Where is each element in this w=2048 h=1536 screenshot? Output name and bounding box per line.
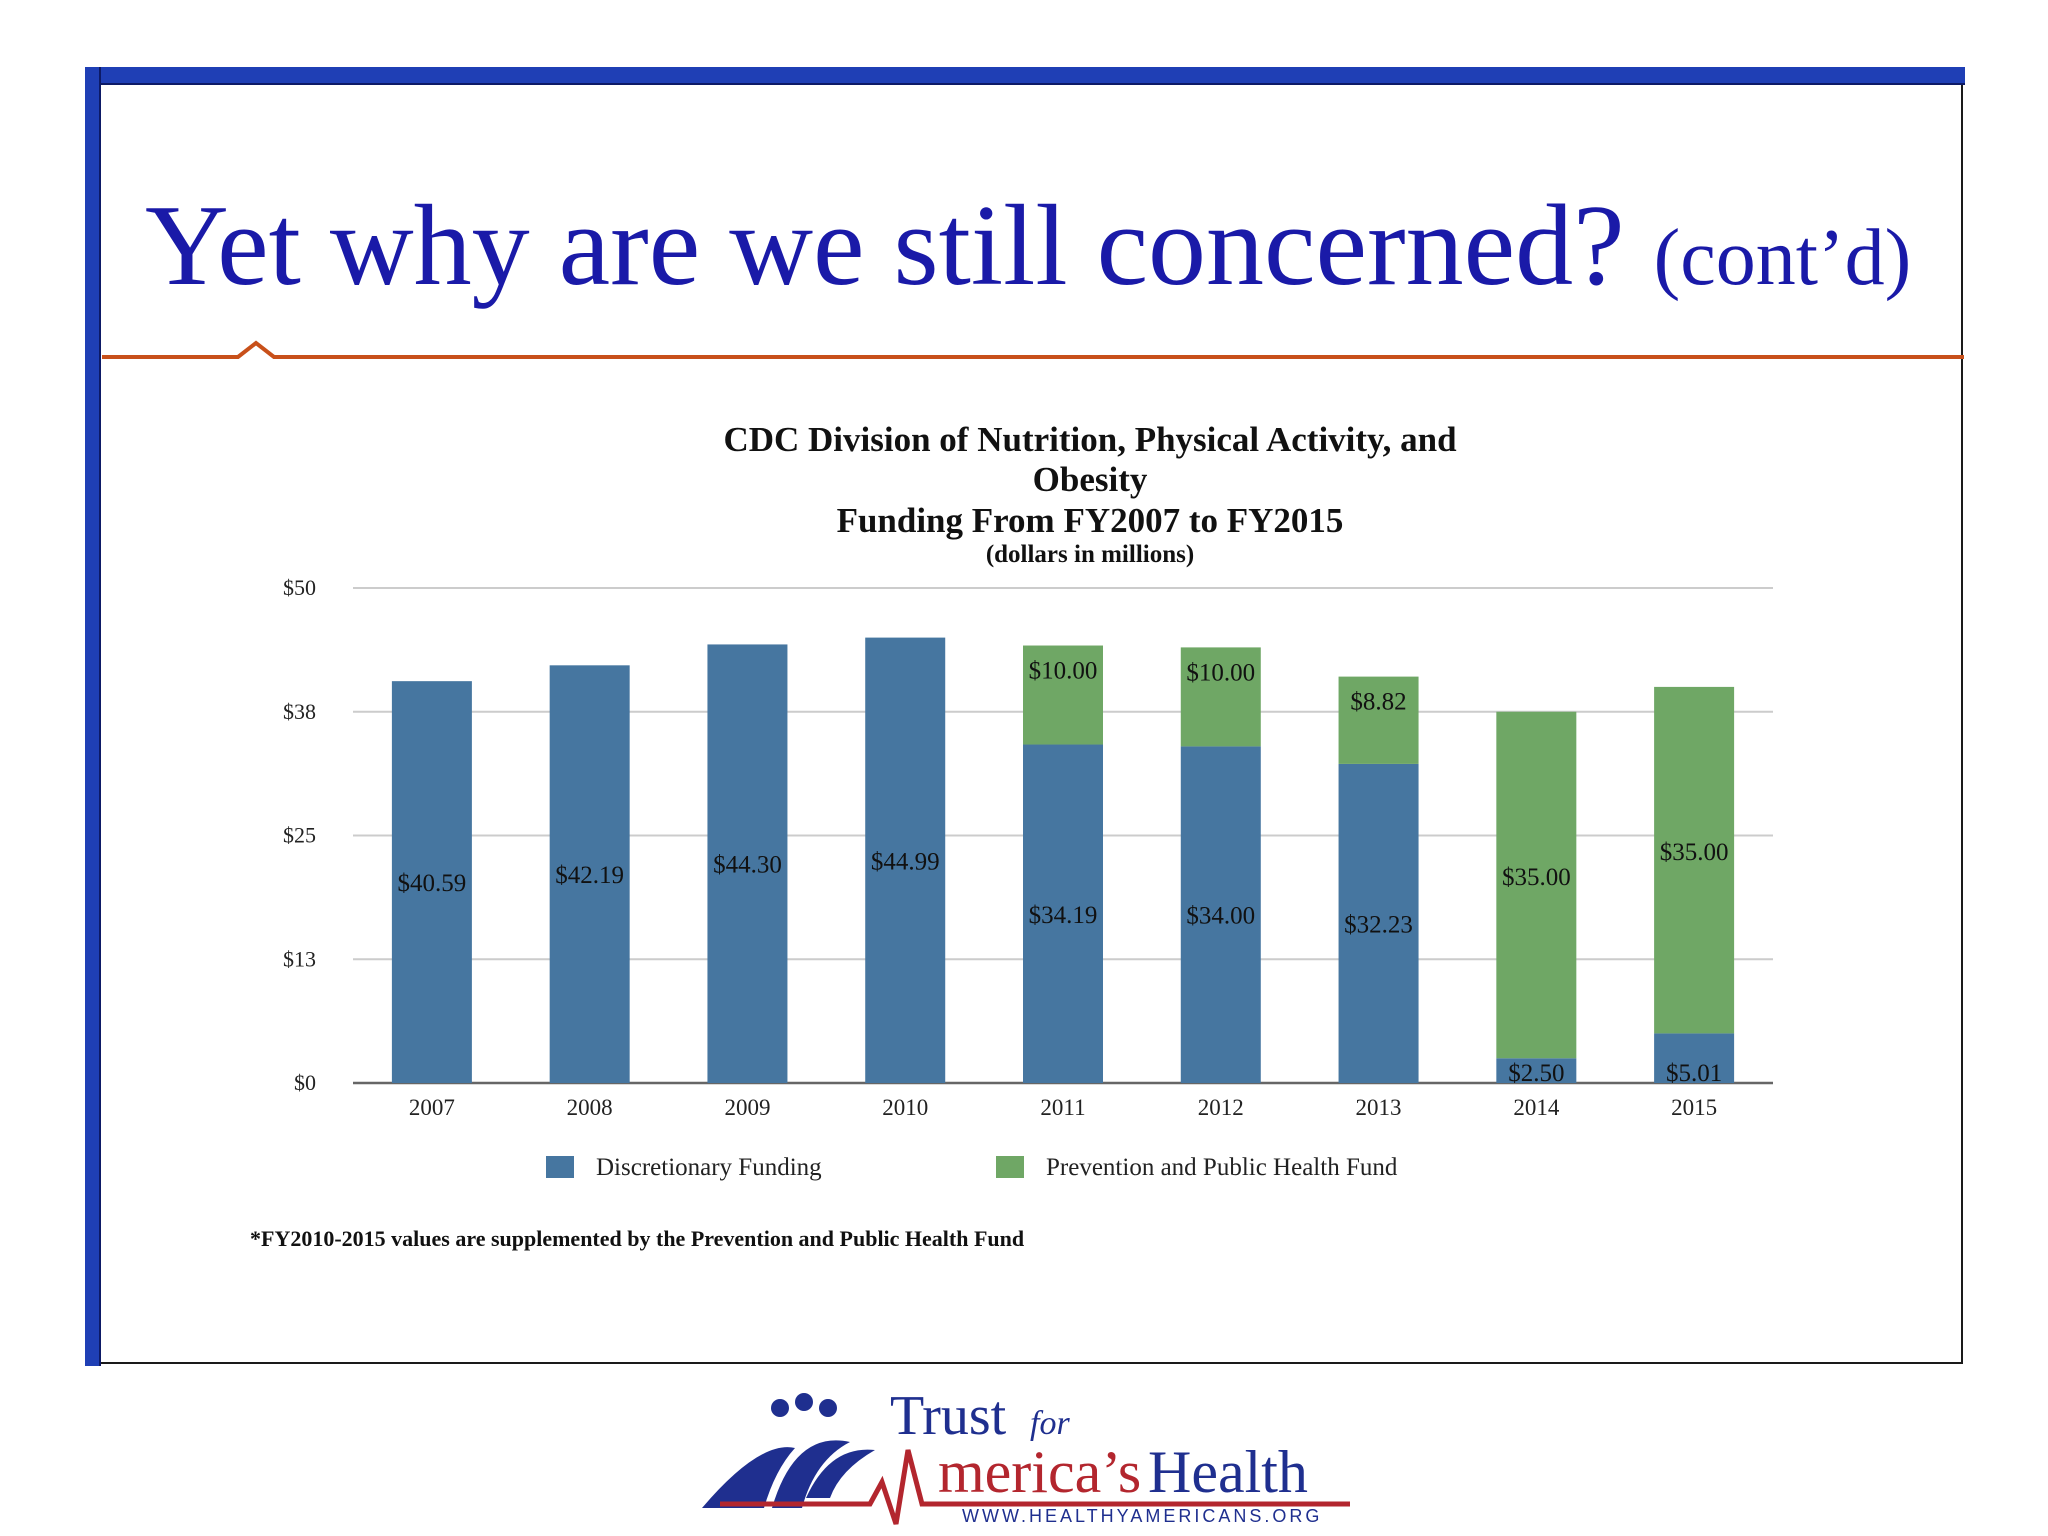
chart-subtitle: (dollars in millions) [985, 541, 1195, 568]
data-label-discretionary: $44.99 [871, 848, 940, 875]
y-tick-label: $0 [294, 1070, 316, 1095]
x-tick-label: 2011 [1040, 1095, 1085, 1120]
chart-title-line-1: CDC Division of Nutrition, Physical Acti… [723, 420, 1457, 459]
chart-footnote: *FY2010-2015 values are supplemented by … [250, 1226, 1025, 1251]
bar-prevention-2011 [1023, 645, 1103, 745]
data-label-discretionary: $2.50 [1508, 1060, 1564, 1087]
data-label-prevention: $35.00 [1502, 864, 1571, 891]
logo-text-health: Health [1148, 1439, 1308, 1505]
chart-title-line-2: Obesity [1032, 460, 1148, 499]
chart-title-line-3: Funding From FY2007 to FY2015 [836, 501, 1344, 540]
data-label-discretionary: $34.00 [1186, 903, 1255, 930]
legend-label-discretionary: Discretionary Funding [596, 1154, 822, 1181]
logo-text-trust: Trust [890, 1390, 1007, 1447]
bar-prevention-2013 [1338, 676, 1419, 764]
x-tick-label: 2009 [724, 1095, 770, 1120]
data-label-discretionary: $32.23 [1344, 911, 1413, 938]
data-label-discretionary: $34.19 [1029, 902, 1098, 929]
data-label-discretionary: $44.30 [713, 852, 782, 879]
logo-text-america: merica’s [938, 1439, 1141, 1505]
bar-discretionary-2007 [391, 681, 472, 1083]
slide-top-bar [85, 67, 1965, 85]
logo-heartbeat-line [720, 1449, 1350, 1525]
slide-title-suffix: (cont’d) [1653, 214, 1912, 302]
data-label-prevention: $10.00 [1186, 659, 1255, 686]
logo-people-icon [702, 1393, 875, 1508]
data-label-discretionary: $42.19 [555, 862, 624, 889]
data-label-prevention: $10.00 [1029, 658, 1098, 685]
x-tick-label: 2010 [882, 1095, 928, 1120]
slide-left-bar [85, 67, 101, 1366]
data-label-discretionary: $5.01 [1666, 1060, 1722, 1087]
data-label-prevention: $8.82 [1350, 689, 1406, 716]
y-tick-label: $50 [283, 575, 316, 600]
bar-discretionary-2015 [1654, 1033, 1735, 1083]
x-tick-label: 2008 [567, 1095, 613, 1120]
legend-swatch-prevention [996, 1156, 1024, 1178]
y-tick-label: $38 [283, 699, 316, 724]
legend-label-prevention: Prevention and Public Health Fund [1046, 1154, 1398, 1181]
bar-discretionary-2013 [1338, 763, 1419, 1083]
bar-discretionary-2014 [1496, 1058, 1577, 1083]
title-underline-line [102, 340, 1964, 359]
bar-discretionary-2012 [1180, 746, 1261, 1083]
legend-swatch-discretionary [546, 1156, 574, 1178]
x-tick-label: 2015 [1671, 1095, 1717, 1120]
bar-prevention-2012 [1180, 647, 1261, 747]
x-tick-label: 2012 [1198, 1095, 1244, 1120]
data-label-prevention: $35.00 [1660, 839, 1729, 866]
bar-discretionary-2009 [707, 644, 788, 1083]
x-tick-label: 2014 [1513, 1095, 1560, 1120]
bar-prevention-2014 [1496, 711, 1577, 1059]
slide-title-main: Yet why are we still concerned? [145, 182, 1625, 310]
bar-discretionary-2008 [549, 665, 630, 1083]
x-tick-label: 2007 [409, 1095, 455, 1120]
y-tick-label: $13 [283, 946, 316, 971]
logo-url: WWW.HEALTHYAMERICANS.ORG [962, 1506, 1322, 1526]
trust-for-americas-health-logo: Trust for merica’s Health WWW.HEALTHYAME… [702, 1390, 1350, 1526]
title-underline [102, 340, 1964, 359]
slide-title: Yet why are we still concerned? (cont’d) [145, 188, 1911, 304]
bar-prevention-2015 [1654, 686, 1735, 1034]
bar-discretionary-2010 [865, 637, 946, 1083]
bar-discretionary-2011 [1023, 744, 1103, 1083]
y-tick-label: $25 [283, 823, 316, 848]
x-tick-label: 2013 [1356, 1095, 1402, 1120]
funding-bar-chart: $0 $13 $25 $38 $50 $40.59 2007 $42.19 2008 $44.30… [283, 575, 1773, 1181]
data-label-discretionary: $40.59 [398, 870, 467, 897]
logo-text-for: for [1030, 1405, 1070, 1442]
